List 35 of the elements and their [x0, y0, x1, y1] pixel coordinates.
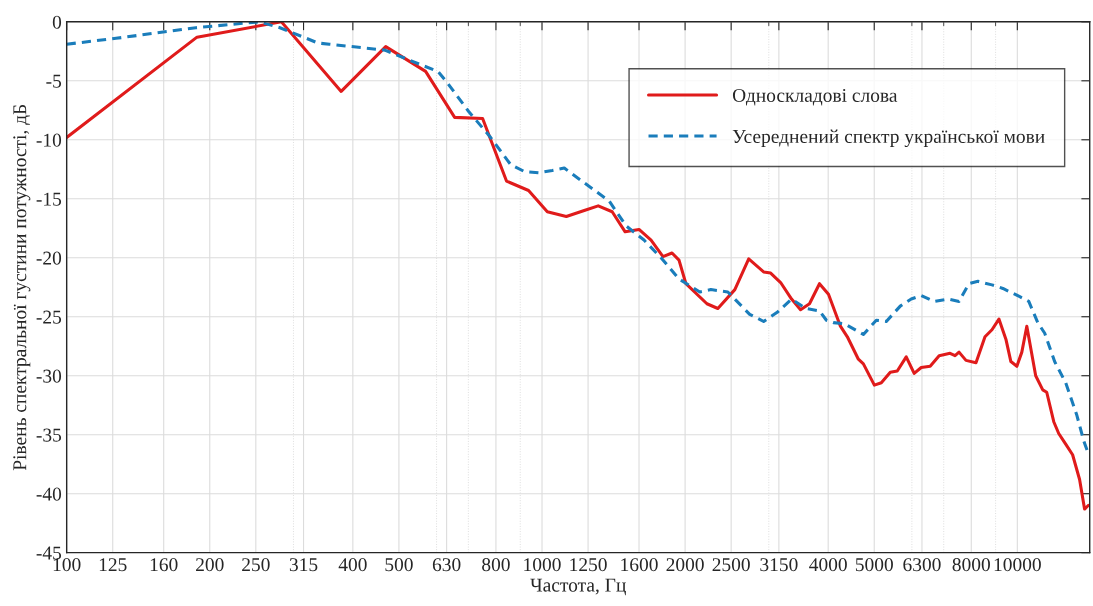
y-tick-label: -35 [36, 428, 62, 442]
x-tick-label: 8000 [952, 558, 990, 572]
legend-label: Усереднений спектр української мови [732, 129, 1045, 148]
y-axis-title: Рівень спектральної густини потужності, дБ [13, 104, 31, 471]
x-tick-label: 125 [99, 558, 127, 572]
x-tick-label: 315 [289, 558, 318, 572]
y-tick-label: -15 [36, 192, 62, 206]
y-tick-label: -10 [36, 133, 62, 147]
y-tick-label: -25 [36, 310, 62, 324]
x-tick-label: 1250 [570, 558, 607, 572]
x-tick-label: 4000 [809, 558, 847, 572]
x-tick-label: 2500 [712, 558, 750, 572]
x-axis-title: Частота, Гц [530, 578, 626, 596]
y-tick-label: -20 [36, 251, 62, 265]
legend-label: Односкладові слова [732, 88, 898, 106]
x-tick-label: 1000 [524, 558, 561, 572]
x-tick-label: 250 [242, 558, 270, 572]
x-tick-label: 2000 [666, 558, 704, 572]
x-tick-label: 10000 [994, 558, 1041, 572]
x-tick-label: 400 [338, 558, 367, 572]
x-tick-label: 1600 [621, 558, 658, 572]
x-tick-label: 3150 [760, 558, 798, 572]
x-tick-label: 160 [150, 558, 178, 572]
x-tick-label: 200 [196, 558, 224, 572]
x-tick-label: 5000 [855, 558, 893, 572]
y-tick-label: -40 [36, 487, 62, 501]
y-tick-label: -45 [36, 546, 62, 560]
y-tick-label: -30 [36, 369, 62, 383]
y-tick-label: 0 [52, 15, 62, 29]
x-tick-label: 630 [432, 558, 461, 572]
x-tick-label: 800 [482, 558, 510, 572]
y-tick-label: -5 [46, 74, 62, 88]
x-tick-label: 6300 [903, 558, 941, 572]
x-tick-label: 500 [385, 558, 413, 572]
x-tick-label: 100 [53, 558, 81, 572]
